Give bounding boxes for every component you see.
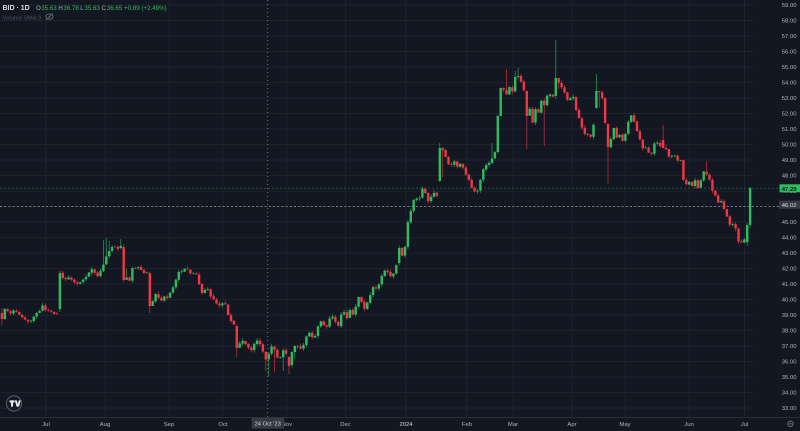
svg-text:Sep: Sep: [164, 422, 175, 428]
svg-text:Feb: Feb: [462, 422, 473, 428]
svg-text:48.00: 48.00: [782, 174, 797, 180]
svg-text:Aug: Aug: [100, 422, 110, 428]
svg-text:Nov: Nov: [282, 422, 293, 428]
svg-text:47.20: 47.20: [782, 187, 797, 193]
svg-text:52.00: 52.00: [782, 112, 797, 118]
svg-text:46.02: 46.02: [782, 203, 797, 209]
svg-text:L: L: [80, 5, 84, 12]
svg-text:O: O: [36, 5, 41, 12]
svg-text:Oct: Oct: [218, 422, 228, 428]
svg-text:42.00: 42.00: [782, 267, 797, 273]
svg-text:45.00: 45.00: [782, 220, 797, 226]
svg-text:39.00: 39.00: [782, 313, 797, 319]
svg-text:59.00: 59.00: [782, 3, 797, 9]
svg-text:35.00: 35.00: [782, 375, 797, 381]
svg-text:35.63: 35.63: [41, 5, 57, 12]
svg-text:50.00: 50.00: [782, 143, 797, 149]
svg-text:35.63: 35.63: [84, 5, 100, 12]
svg-text:+0.89 (+2.49%): +0.89 (+2.49%): [124, 5, 167, 12]
svg-text:41.00: 41.00: [782, 282, 797, 288]
svg-text:44.00: 44.00: [782, 236, 797, 242]
svg-text:Jun: Jun: [684, 422, 694, 428]
svg-text:53.00: 53.00: [782, 96, 797, 102]
svg-text:38.00: 38.00: [782, 329, 797, 335]
svg-text:H: H: [58, 5, 62, 12]
svg-text:36.00: 36.00: [782, 360, 797, 366]
svg-text:Mar: Mar: [508, 422, 518, 428]
svg-text:Jul: Jul: [741, 422, 749, 428]
svg-text:40.00: 40.00: [782, 298, 797, 304]
svg-text:43.00: 43.00: [782, 251, 797, 257]
svg-text:24 Oct '23: 24 Oct '23: [255, 421, 281, 427]
svg-text:May: May: [619, 422, 630, 428]
svg-text:Volume SMA 9: Volume SMA 9: [3, 16, 42, 22]
svg-text:54.00: 54.00: [782, 81, 797, 87]
svg-text:56.00: 56.00: [782, 50, 797, 56]
svg-text:2024: 2024: [399, 422, 413, 428]
svg-text:55.00: 55.00: [782, 65, 797, 71]
svg-text:Apr: Apr: [567, 422, 576, 428]
svg-text:C: C: [102, 5, 107, 12]
svg-text:36.65: 36.65: [107, 5, 123, 12]
svg-text:33.00: 33.00: [782, 406, 797, 412]
svg-text:Dec: Dec: [340, 422, 351, 428]
svg-text:49.00: 49.00: [782, 158, 797, 164]
svg-text:57.00: 57.00: [782, 34, 797, 40]
svg-text:37.00: 37.00: [782, 344, 797, 350]
svg-text:34.00: 34.00: [782, 391, 797, 397]
svg-text:58.00: 58.00: [782, 19, 797, 25]
svg-text:BID · 1D: BID · 1D: [3, 5, 30, 12]
svg-text:36.78: 36.78: [63, 5, 79, 12]
svg-text:Jul: Jul: [42, 422, 50, 428]
svg-text:51.00: 51.00: [782, 127, 797, 133]
